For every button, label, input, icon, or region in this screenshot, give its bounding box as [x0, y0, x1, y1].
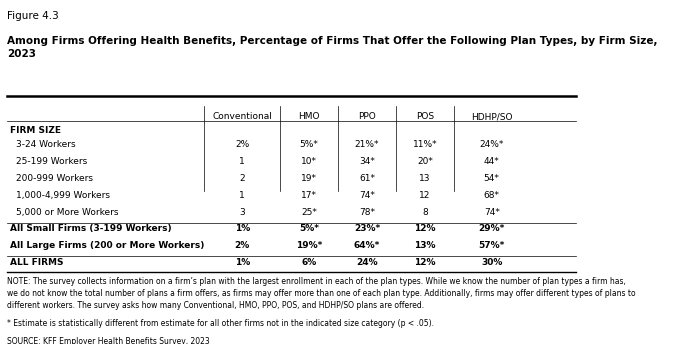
Text: 12%: 12%: [414, 224, 436, 234]
Text: 5%*: 5%*: [299, 224, 319, 234]
Text: 1: 1: [239, 157, 245, 166]
Text: 23%*: 23%*: [354, 224, 380, 234]
Text: All Large Firms (200 or More Workers): All Large Firms (200 or More Workers): [10, 241, 205, 250]
Text: PPO: PPO: [358, 112, 376, 121]
Text: 57%*: 57%*: [479, 241, 505, 250]
Text: 13: 13: [419, 174, 431, 183]
Text: 25*: 25*: [301, 208, 317, 217]
Text: 3: 3: [239, 208, 245, 217]
Text: 17*: 17*: [301, 191, 317, 200]
Text: 78*: 78*: [359, 208, 375, 217]
Text: 12: 12: [419, 191, 431, 200]
Text: 2: 2: [239, 174, 245, 183]
Text: NOTE: The survey collects information on a firm’s plan with the largest enrollme: NOTE: The survey collects information on…: [7, 277, 636, 310]
Text: 5%*: 5%*: [299, 140, 318, 149]
Text: ALL FIRMS: ALL FIRMS: [10, 258, 64, 267]
Text: 30%: 30%: [481, 258, 503, 267]
Text: FIRM SIZE: FIRM SIZE: [10, 126, 61, 135]
Text: 29%*: 29%*: [479, 224, 505, 234]
Text: 61*: 61*: [359, 174, 375, 183]
Text: 68*: 68*: [484, 191, 500, 200]
Text: 34*: 34*: [359, 157, 375, 166]
Text: HDHP/SO: HDHP/SO: [471, 112, 512, 121]
Text: 64%*: 64%*: [354, 241, 380, 250]
Text: 21%*: 21%*: [355, 140, 379, 149]
Text: 8: 8: [422, 208, 428, 217]
Text: 20*: 20*: [417, 157, 433, 166]
Text: 2%: 2%: [235, 241, 250, 250]
Text: 54*: 54*: [484, 174, 500, 183]
Text: 19%*: 19%*: [296, 241, 322, 250]
Text: 3-24 Workers: 3-24 Workers: [16, 140, 75, 149]
Text: SOURCE: KFF Employer Health Benefits Survey, 2023: SOURCE: KFF Employer Health Benefits Sur…: [7, 337, 210, 344]
Text: 13%: 13%: [414, 241, 436, 250]
Text: 24%: 24%: [356, 258, 378, 267]
Text: 1: 1: [239, 191, 245, 200]
Text: * Estimate is statistically different from estimate for all other firms not in t: * Estimate is statistically different fr…: [7, 319, 434, 328]
Text: 44*: 44*: [484, 157, 500, 166]
Text: 12%: 12%: [414, 258, 436, 267]
Text: 74*: 74*: [359, 191, 375, 200]
Text: POS: POS: [416, 112, 434, 121]
Text: 10*: 10*: [301, 157, 317, 166]
Text: 200-999 Workers: 200-999 Workers: [16, 174, 93, 183]
Text: 74*: 74*: [484, 208, 500, 217]
Text: All Small Firms (3-199 Workers): All Small Firms (3-199 Workers): [10, 224, 172, 234]
Text: 5,000 or More Workers: 5,000 or More Workers: [16, 208, 119, 217]
Text: 6%: 6%: [302, 258, 317, 267]
Text: 1%: 1%: [235, 224, 250, 234]
Text: 2%: 2%: [235, 140, 249, 149]
Text: Figure 4.3: Figure 4.3: [7, 11, 59, 21]
Text: Among Firms Offering Health Benefits, Percentage of Firms That Offer the Followi: Among Firms Offering Health Benefits, Pe…: [7, 36, 658, 59]
Text: 24%*: 24%*: [480, 140, 504, 149]
Text: 25-199 Workers: 25-199 Workers: [16, 157, 87, 166]
Text: 11%*: 11%*: [413, 140, 437, 149]
Text: 19*: 19*: [301, 174, 317, 183]
Text: HMO: HMO: [298, 112, 320, 121]
Text: Conventional: Conventional: [212, 112, 272, 121]
Text: 1%: 1%: [235, 258, 250, 267]
Text: 1,000-4,999 Workers: 1,000-4,999 Workers: [16, 191, 110, 200]
